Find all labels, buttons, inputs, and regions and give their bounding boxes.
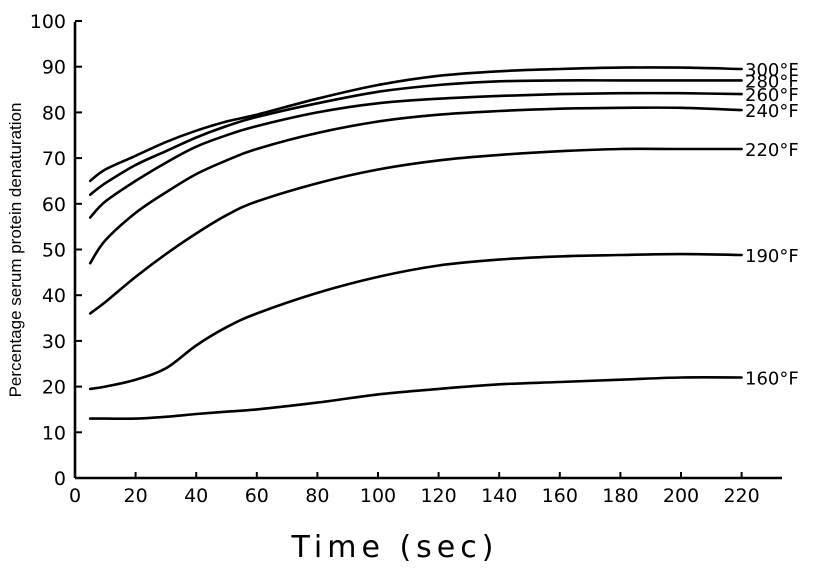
series-line (88, 66, 743, 183)
series-label: 300°F (745, 60, 799, 81)
x-tick-label: 160 (542, 485, 578, 507)
series-line (88, 91, 743, 219)
series-label: 160°F (745, 368, 799, 389)
series-line (88, 252, 743, 391)
y-tick-label: 20 (42, 377, 66, 399)
x-tick-label: 220 (723, 485, 759, 507)
y-axis-title: Percentage serum protein denaturation (6, 103, 25, 398)
y-tick-label: 40 (42, 285, 66, 307)
x-tick-label: 60 (245, 485, 269, 507)
series-line (88, 79, 743, 196)
x-tick-label: 20 (124, 485, 148, 507)
x-tick-label: 40 (184, 485, 208, 507)
series-line (88, 147, 743, 315)
y-tick-label: 50 (42, 240, 66, 262)
y-tick-label: 90 (42, 57, 66, 79)
y-tick-label: 10 (42, 422, 66, 444)
x-axis-title: Time (sec) (291, 530, 499, 565)
y-tick-label: 30 (42, 331, 66, 353)
series-line (88, 376, 743, 421)
x-tick-label: 0 (69, 485, 81, 507)
ticks: 0 10 20 30 40 50 60 70 80 90 100 0 20 40 60 80 100 120 140… (30, 11, 760, 507)
axes (73, 22, 782, 480)
y-tick-label: 60 (42, 194, 66, 216)
y-tick-label: 100 (30, 11, 66, 33)
series-label: 280°F (745, 71, 799, 92)
x-tick-label: 200 (663, 485, 699, 507)
y-tick-label: 0 (54, 468, 66, 490)
series-label: 220°F (745, 140, 799, 161)
y-tick-label: 70 (42, 148, 66, 170)
series-line (88, 106, 743, 265)
x-tick-label: 140 (481, 485, 517, 507)
y-tick-label: 80 (42, 102, 66, 124)
x-tick-label: 80 (305, 485, 329, 507)
series-label: 240°F (745, 101, 799, 122)
series-label: 260°F (745, 85, 799, 106)
series-label: 190°F (745, 246, 799, 267)
x-tick-label: 180 (602, 485, 638, 507)
series-curves (88, 66, 743, 421)
x-tick-label: 100 (360, 485, 396, 507)
x-tick-label: 120 (420, 485, 456, 507)
